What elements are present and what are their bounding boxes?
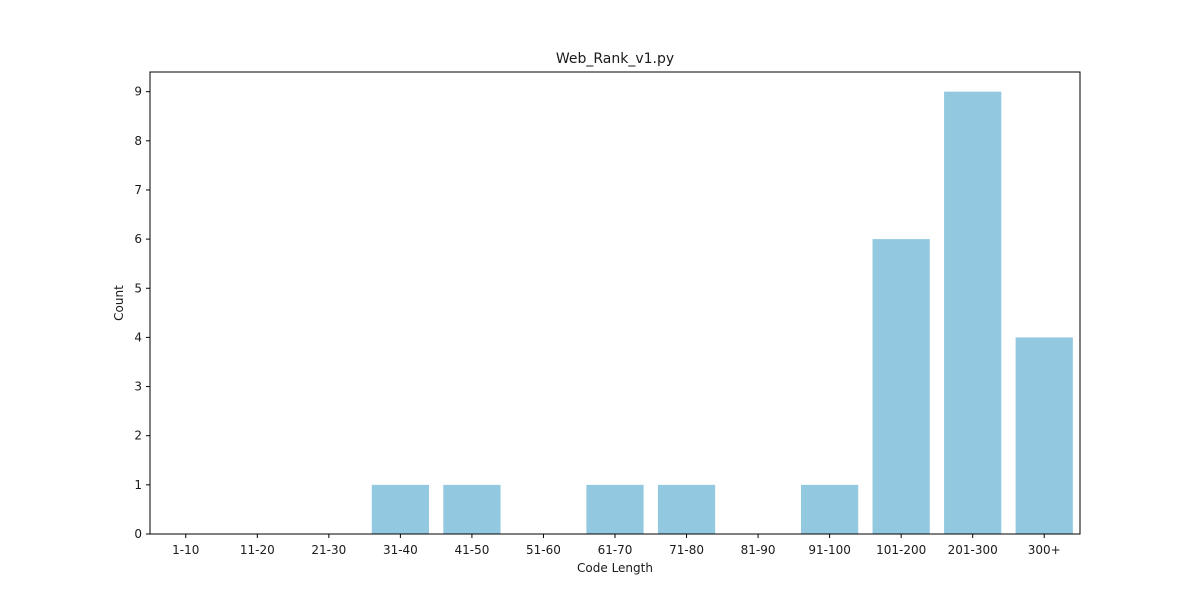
x-tick-label: 1-10 — [172, 543, 199, 557]
bar-71-80 — [657, 484, 716, 534]
y-tick-label: 8 — [134, 134, 142, 148]
x-tick-label: 300+ — [1028, 543, 1061, 557]
bar-61-70 — [586, 484, 644, 534]
plot-frame — [149, 71, 1081, 535]
bar-91-100 — [801, 484, 859, 534]
y-tick-label: 5 — [134, 281, 142, 295]
y-tick-label: 4 — [134, 330, 142, 344]
x-tick-label: 61-70 — [598, 543, 633, 557]
y-axis-ticks: 0 1 2 3 4 5 6 7 8 9 — [134, 85, 150, 541]
y-tick-label: 6 — [134, 232, 142, 246]
x-tick-label: 21-30 — [311, 543, 346, 557]
chart-title: Web_Rank_v1.py — [556, 51, 674, 67]
y-tick-label: 3 — [134, 380, 142, 394]
y-tick-label: 7 — [134, 183, 142, 197]
bar-41-50 — [443, 484, 501, 534]
bar-300+ — [1015, 337, 1073, 534]
x-tick-label: 41-50 — [454, 543, 489, 557]
x-tick-label: 101-200 — [876, 543, 926, 557]
x-tick-label: 71-80 — [669, 543, 704, 557]
x-axis-ticks: 1-10 11-20 21-30 31-40 41-50 51-60 61-70 71-80 8… — [172, 534, 1061, 557]
x-tick-label: 201-300 — [948, 543, 998, 557]
y-tick-label: 0 — [134, 527, 142, 541]
bar-31-40 — [371, 484, 429, 534]
x-tick-label: 51-60 — [526, 543, 561, 557]
y-axis-label: Count — [112, 285, 126, 321]
x-tick-label: 81-90 — [741, 543, 776, 557]
bars-layer — [371, 91, 1073, 535]
bar-101-200 — [872, 239, 930, 535]
y-tick-label: 1 — [134, 478, 142, 492]
x-tick-label: 31-40 — [383, 543, 418, 557]
bar-201-300 — [944, 91, 1002, 534]
x-tick-label: 91-100 — [808, 543, 851, 557]
x-axis-label: Code Length — [577, 561, 653, 575]
y-tick-label: 2 — [134, 429, 142, 443]
x-tick-label: 11-20 — [240, 543, 275, 557]
y-tick-label: 9 — [134, 85, 142, 99]
